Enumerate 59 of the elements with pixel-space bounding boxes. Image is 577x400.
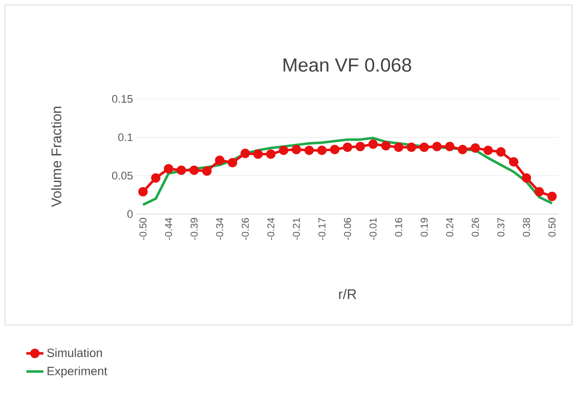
x-tick-label: -0.50 xyxy=(139,218,147,240)
point xyxy=(342,142,352,152)
point xyxy=(228,158,238,168)
x-axis-title: r/R xyxy=(339,288,356,300)
point xyxy=(419,142,429,152)
x-tick-label: -0.26 xyxy=(242,218,249,240)
x-tick-label: 0.38 xyxy=(522,218,530,237)
point xyxy=(330,144,340,154)
point xyxy=(522,173,532,183)
x-tick-label: -0.34 xyxy=(216,218,224,240)
x-tick-label: -0.21 xyxy=(292,218,300,240)
x-tick-label: 0.19 xyxy=(420,218,428,237)
point xyxy=(278,146,288,156)
y-axis-title: Volume Fraction xyxy=(51,106,62,207)
x-tick-label: 0.24 xyxy=(446,218,454,237)
x-tick-label: -0.39 xyxy=(190,218,198,240)
point xyxy=(406,142,416,152)
legend-label: Simulation xyxy=(47,348,102,358)
point xyxy=(189,166,199,176)
x-tick-label: 0.37 xyxy=(497,218,504,237)
x-tick-label: -0.06 xyxy=(344,218,352,240)
x-tick-label: 0.50 xyxy=(548,218,556,237)
point xyxy=(445,142,455,152)
point xyxy=(214,156,224,166)
x-tick-label: -0.17 xyxy=(318,218,326,240)
point xyxy=(432,142,442,152)
point xyxy=(240,148,250,158)
point xyxy=(253,149,263,159)
y-tick-label: 0.15 xyxy=(112,95,133,103)
point xyxy=(292,144,302,154)
y-tick-label: 0 xyxy=(127,210,133,218)
x-tick-label: 0.26 xyxy=(472,218,479,237)
point xyxy=(534,187,544,196)
point xyxy=(317,146,327,156)
point xyxy=(496,147,506,157)
x-tick-label: 0.16 xyxy=(395,218,402,237)
point xyxy=(458,144,468,154)
point xyxy=(368,139,378,149)
point xyxy=(508,157,518,167)
point xyxy=(381,140,391,150)
y-tick-label: 0.1 xyxy=(118,133,133,142)
point xyxy=(356,142,366,152)
point xyxy=(164,164,174,174)
legend-label: Experiment xyxy=(48,366,108,378)
point xyxy=(394,142,404,152)
y-tick-label: 0.05 xyxy=(112,172,133,180)
point xyxy=(304,146,314,156)
x-tick-label: -0.24 xyxy=(267,218,274,240)
x-tick-label: -0.01 xyxy=(370,218,377,240)
chart-title: Mean VF 0.068 xyxy=(284,58,412,72)
point xyxy=(202,166,212,176)
x-tick-label: -0.44 xyxy=(165,218,172,240)
point xyxy=(266,149,276,159)
point xyxy=(470,143,480,153)
point xyxy=(483,146,493,156)
point xyxy=(138,187,148,196)
point xyxy=(547,192,557,202)
point xyxy=(151,173,161,183)
point xyxy=(176,166,186,176)
